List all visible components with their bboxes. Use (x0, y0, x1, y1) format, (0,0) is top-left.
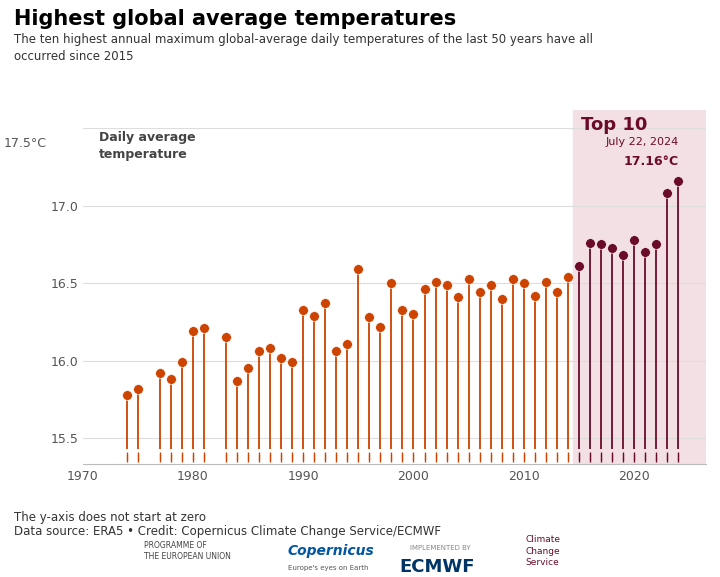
Text: The ten highest annual maximum global-average daily temperatures of the last 50 : The ten highest annual maximum global-av… (14, 33, 593, 63)
Text: PROGRAMME OF
THE EUROPEAN UNION: PROGRAMME OF THE EUROPEAN UNION (144, 541, 231, 561)
Text: Copernicus: Copernicus (288, 544, 374, 558)
Bar (573, 110, 716, 464)
Text: The y-axis does not start at zero: The y-axis does not start at zero (14, 511, 207, 524)
Text: 17.16°C: 17.16°C (624, 155, 679, 167)
Text: Europe's eyes on Earth: Europe's eyes on Earth (288, 565, 369, 571)
Text: Top 10: Top 10 (581, 116, 647, 134)
Text: Climate
Change
Service: Climate Change Service (526, 535, 561, 567)
Text: IMPLEMENTED BY: IMPLEMENTED BY (410, 545, 471, 551)
Text: ECMWF: ECMWF (400, 558, 475, 576)
Text: temperature: temperature (99, 148, 188, 162)
Text: 17.5°C: 17.5°C (4, 137, 47, 149)
Text: Highest global average temperatures: Highest global average temperatures (14, 9, 456, 29)
Text: Data source: ERA5 • Credit: Copernicus Climate Change Service/ECMWF: Data source: ERA5 • Credit: Copernicus C… (14, 525, 441, 538)
Text: Daily average: Daily average (99, 132, 196, 144)
Text: July 22, 2024: July 22, 2024 (606, 137, 679, 147)
